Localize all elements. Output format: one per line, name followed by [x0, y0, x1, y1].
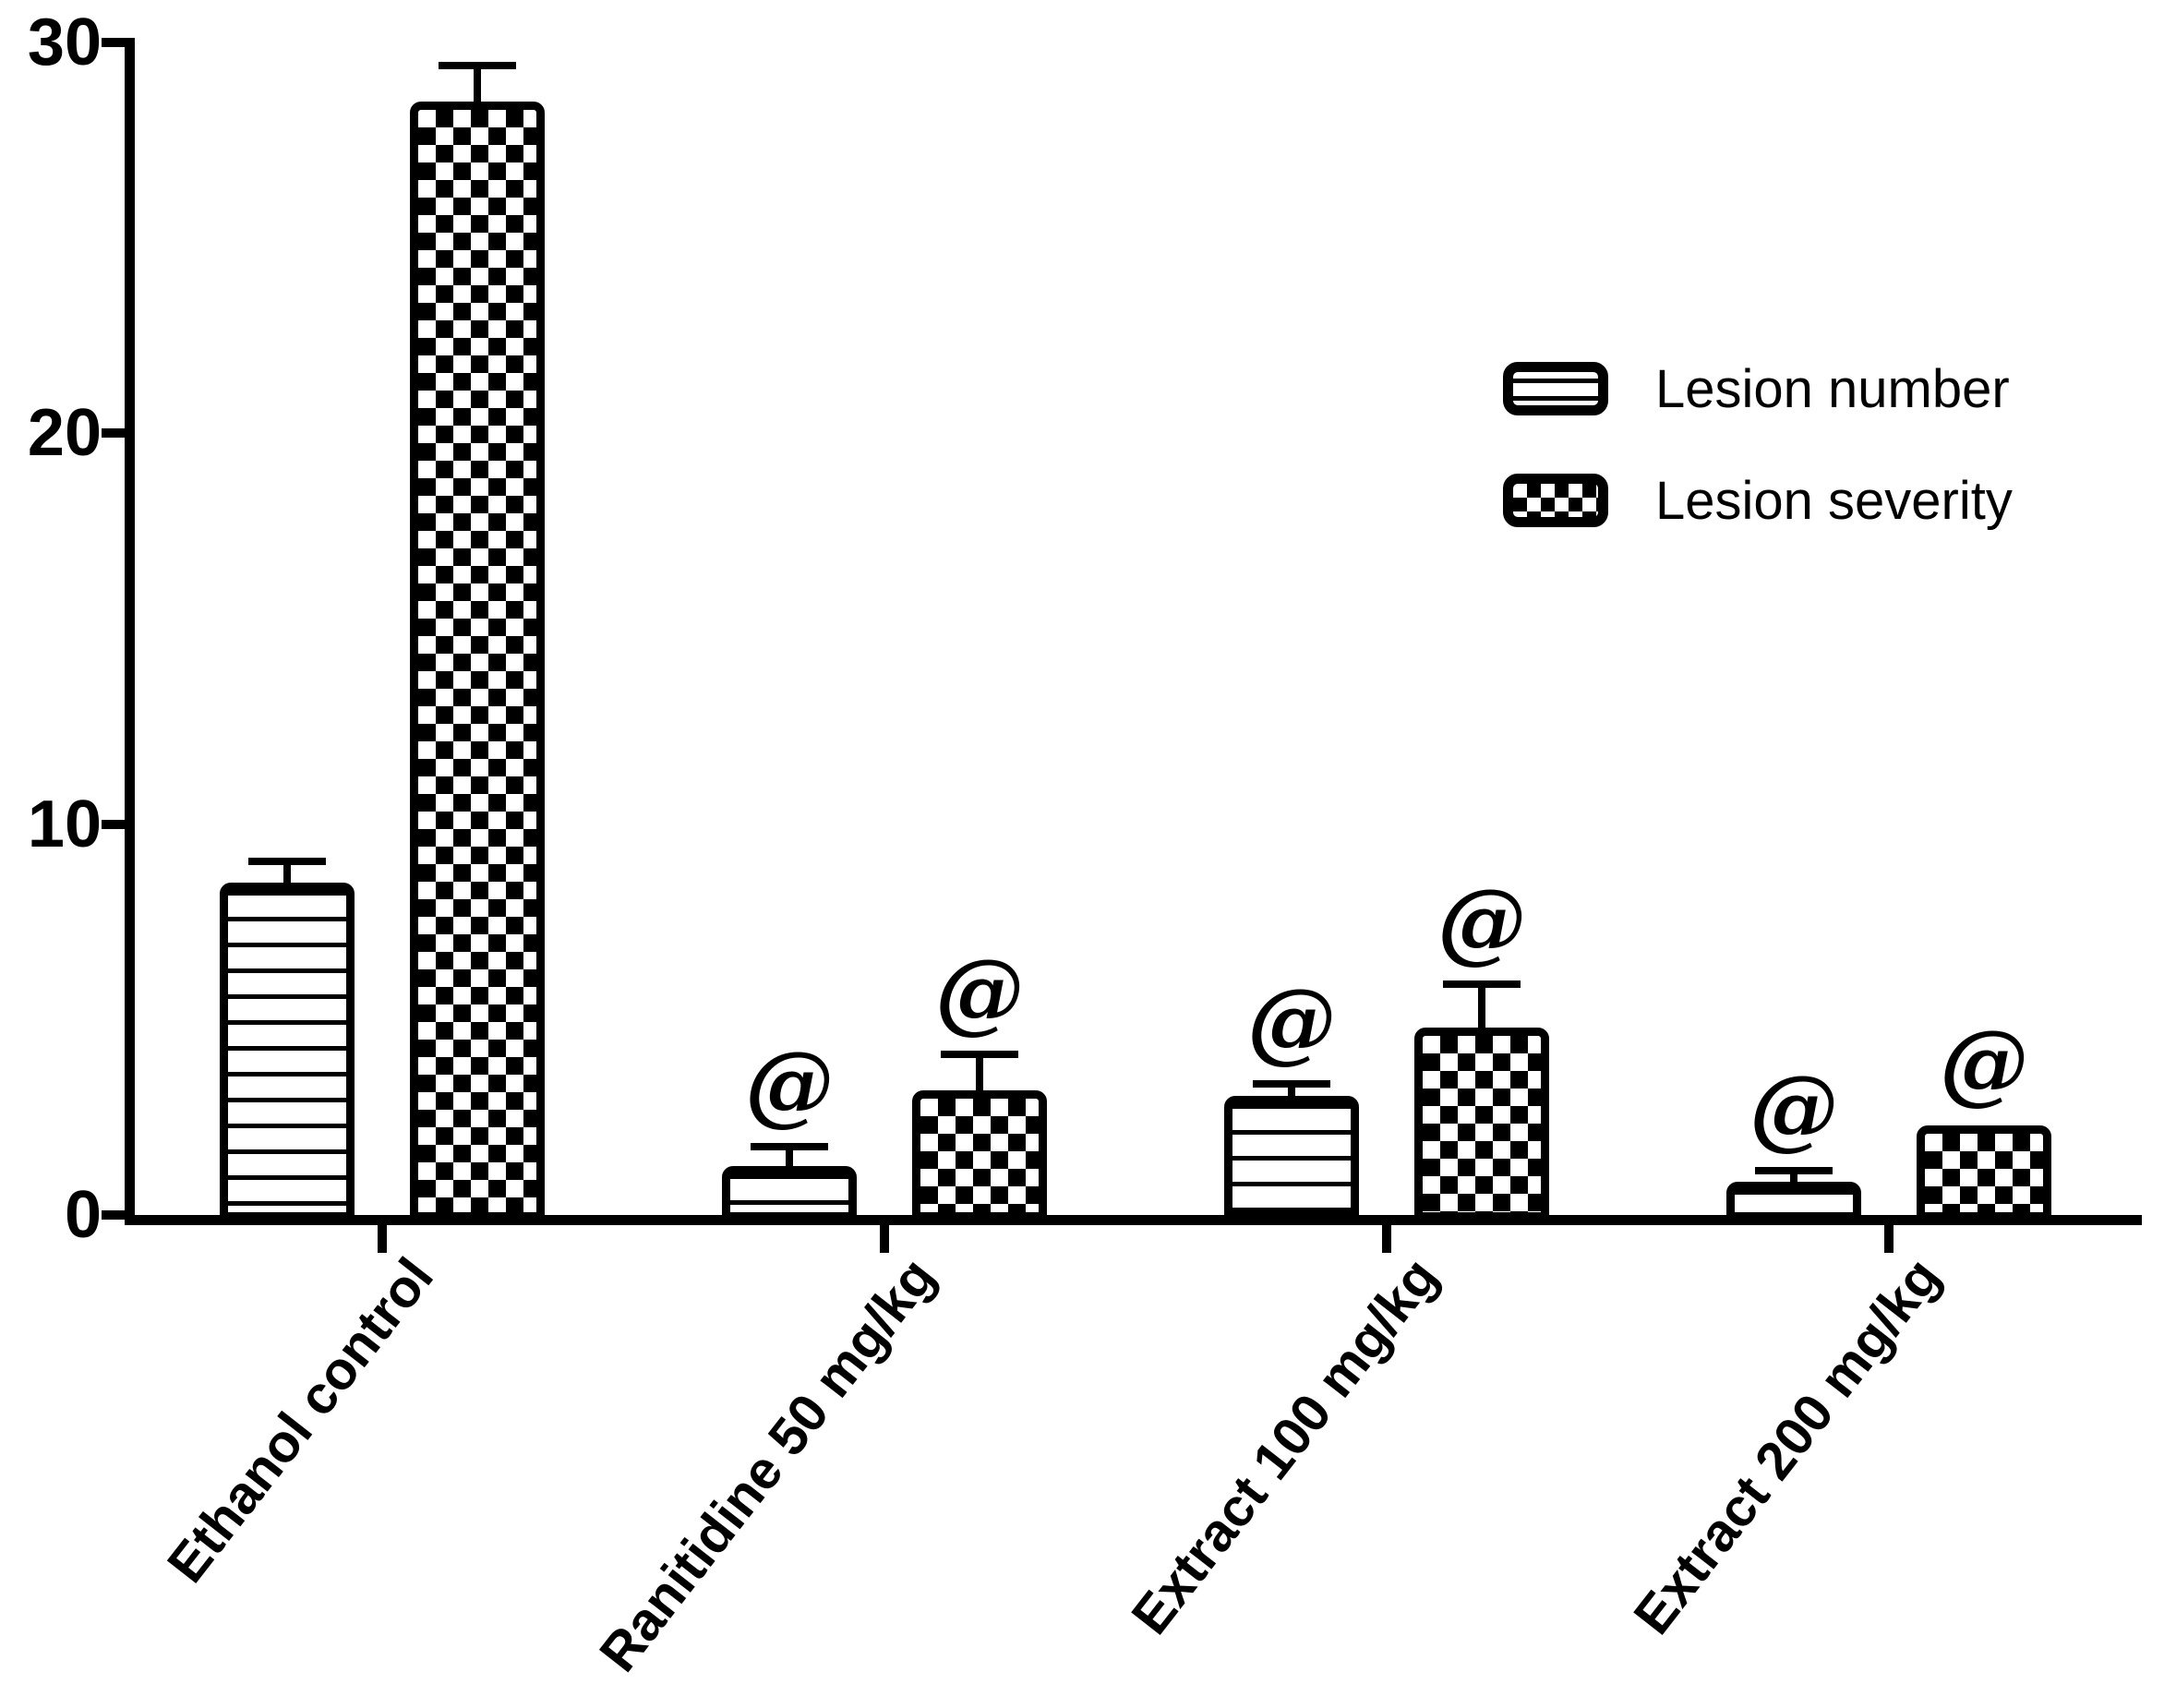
legend-swatch-lesion-severity	[1503, 474, 1608, 527]
significance-annotation-bar-lesion-severity-extract-200-mg-kg: @	[1940, 1009, 2028, 1114]
x-tick-ethanol-control	[378, 1225, 387, 1253]
bar-lesion-severity-extract-100-mg-kg	[1414, 1027, 1549, 1221]
error-bar-cap-bar-lesion-number-extract-100-mg-kg	[1253, 1080, 1330, 1089]
significance-annotation-bar-lesion-severity-ranitidine-50-mg-kg: @	[935, 939, 1024, 1044]
legend-swatch-lesion-number	[1503, 362, 1608, 415]
error-bar-cap-bar-lesion-number-extract-200-mg-kg	[1755, 1167, 1833, 1175]
bar-lesion-number-extract-100-mg-kg	[1224, 1095, 1359, 1221]
error-bar-stem-bar-lesion-severity-ranitidine-50-mg-kg	[976, 1054, 983, 1094]
error-bar-stem-bar-lesion-number-extract-200-mg-kg	[1790, 1171, 1797, 1185]
y-axis-label-10: 10	[27, 787, 102, 861]
y-axis-label-30: 30	[27, 6, 102, 80]
error-bar-cap-bar-lesion-severity-extract-100-mg-kg	[1443, 980, 1521, 989]
legend-label-lesion-number: Lesion number	[1655, 359, 2010, 419]
error-bar-cap-bar-lesion-number-ranitidine-50-mg-kg	[751, 1142, 828, 1150]
bar-lesion-severity-ranitidine-50-mg-kg	[912, 1089, 1047, 1221]
error-bar-cap-bar-lesion-severity-ethanol-control	[439, 62, 516, 70]
legend-label-lesion-severity: Lesion severity	[1655, 471, 2013, 531]
significance-annotation-bar-lesion-number-extract-100-mg-kg: @	[1247, 968, 1336, 1074]
x-tick-ranitidine-50-mg-kg	[880, 1225, 889, 1253]
x-axis-label-extract-100-mg-kg: Extract 100 mg/kg	[1119, 1246, 1449, 1646]
y-tick-10	[102, 819, 125, 829]
y-tick-20	[102, 428, 125, 439]
x-axis-label-ethanol-control: Ethanol control	[155, 1246, 445, 1594]
significance-annotation-bar-lesion-number-extract-200-mg-kg: @	[1749, 1055, 1838, 1161]
bar-lesion-number-ranitidine-50-mg-kg	[722, 1166, 857, 1221]
error-bar-stem-bar-lesion-severity-ethanol-control	[474, 66, 481, 105]
x-tick-extract-200-mg-kg	[1884, 1225, 1894, 1253]
x-axis-label-extract-200-mg-kg: Extract 200 mg/kg	[1621, 1246, 1952, 1646]
error-bar-stem-bar-lesion-number-ranitidine-50-mg-kg	[786, 1146, 793, 1171]
y-axis	[125, 38, 135, 1225]
bar-lesion-severity-ethanol-control	[410, 101, 545, 1221]
y-axis-label-0: 0	[64, 1178, 102, 1252]
significance-annotation-bar-lesion-number-ranitidine-50-mg-kg: @	[745, 1030, 834, 1136]
significance-annotation-bar-lesion-severity-extract-100-mg-kg: @	[1437, 869, 1526, 974]
error-bar-cap-bar-lesion-severity-ranitidine-50-mg-kg	[941, 1051, 1018, 1059]
error-bar-stem-bar-lesion-number-extract-100-mg-kg	[1288, 1084, 1295, 1100]
x-axis	[125, 1215, 2142, 1225]
error-bar-stem-bar-lesion-severity-extract-100-mg-kg	[1478, 984, 1485, 1031]
bar-lesion-number-ethanol-control	[220, 883, 355, 1221]
x-axis-label-ranitidine-50-mg-kg: Ranitidine 50 mg/kg	[588, 1246, 947, 1683]
y-tick-30	[102, 38, 125, 48]
bar-lesion-number-extract-200-mg-kg	[1726, 1182, 1861, 1221]
error-bar-cap-bar-lesion-number-ethanol-control	[248, 857, 326, 865]
y-tick-0	[102, 1210, 125, 1220]
x-tick-extract-100-mg-kg	[1382, 1225, 1391, 1253]
y-axis-label-20: 20	[27, 396, 102, 471]
error-bar-stem-bar-lesion-number-ethanol-control	[283, 860, 291, 887]
bar-lesion-severity-extract-200-mg-kg	[1917, 1125, 2051, 1221]
